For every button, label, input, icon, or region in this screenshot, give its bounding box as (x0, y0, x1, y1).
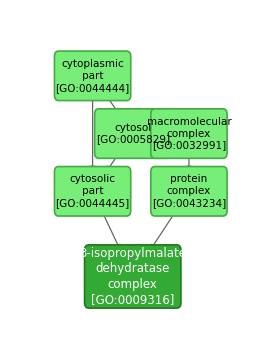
FancyBboxPatch shape (84, 245, 181, 308)
FancyBboxPatch shape (54, 51, 131, 101)
Text: macromolecular
complex
[GO:0032991]: macromolecular complex [GO:0032991] (147, 116, 231, 151)
Text: cytosol
[GO:0005829]: cytosol [GO:0005829] (96, 122, 170, 145)
Text: 3-isopropylmalate
dehydratase
complex
[GO:0009316]: 3-isopropylmalate dehydratase complex [G… (79, 247, 186, 306)
Text: cytosolic
part
[GO:0044445]: cytosolic part [GO:0044445] (55, 174, 130, 208)
FancyBboxPatch shape (95, 109, 171, 158)
Text: cytoplasmic
part
[GO:0044444]: cytoplasmic part [GO:0044444] (55, 59, 130, 93)
FancyBboxPatch shape (54, 166, 131, 216)
Text: protein
complex
[GO:0043234]: protein complex [GO:0043234] (152, 174, 226, 208)
FancyBboxPatch shape (151, 166, 227, 216)
FancyBboxPatch shape (151, 109, 227, 158)
